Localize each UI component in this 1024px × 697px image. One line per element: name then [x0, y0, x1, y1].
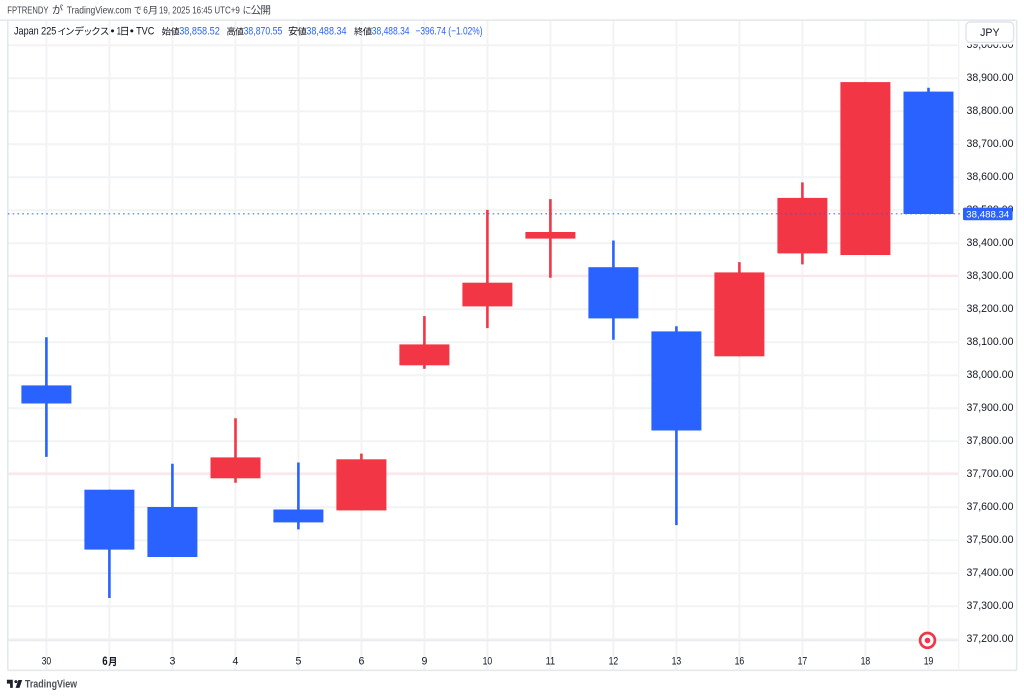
svg-text:37,700.00: 37,700.00 [967, 468, 1014, 480]
svg-text:6: 6 [143, 6, 148, 17]
svg-text:37,200.00: 37,200.00 [967, 633, 1014, 645]
svg-text:37,400.00: 37,400.00 [967, 567, 1014, 579]
svg-text:38,870.55: 38,870.55 [244, 26, 283, 38]
svg-text:19, 2025 16:45 UTC+9: 19, 2025 16:45 UTC+9 [159, 6, 240, 17]
svg-text:37,500.00: 37,500.00 [967, 534, 1014, 546]
svg-text:38,488.34: 38,488.34 [306, 26, 346, 38]
svg-text:TradingView.com: TradingView.com [67, 6, 132, 17]
svg-text:38,488.34: 38,488.34 [966, 210, 1010, 221]
svg-text:38,700.00: 38,700.00 [967, 138, 1014, 150]
svg-text:13: 13 [672, 656, 682, 668]
svg-text:9: 9 [421, 656, 427, 668]
svg-text:37,800.00: 37,800.00 [967, 435, 1014, 447]
svg-text:Japan 225: Japan 225 [14, 26, 56, 38]
svg-text:19: 19 [924, 656, 934, 668]
svg-text:38,200.00: 38,200.00 [967, 303, 1014, 315]
svg-text:−396.74 (−1.02%): −396.74 (−1.02%) [416, 26, 483, 38]
svg-text:39,000.00: 39,000.00 [967, 39, 1014, 51]
svg-text:38,000.00: 38,000.00 [967, 369, 1014, 381]
svg-text:38,600.00: 38,600.00 [967, 171, 1014, 183]
svg-text:38,100.00: 38,100.00 [967, 336, 1014, 348]
svg-text:FPTRENDY: FPTRENDY [7, 6, 48, 17]
svg-text:17: 17 [798, 656, 808, 668]
svg-text:37,600.00: 37,600.00 [967, 501, 1014, 513]
svg-text:TradingView: TradingView [25, 679, 77, 691]
svg-text:4: 4 [233, 656, 239, 668]
svg-text:TVC: TVC [136, 26, 154, 38]
svg-text:JPY: JPY [980, 27, 999, 39]
svg-text:38,800.00: 38,800.00 [967, 105, 1014, 117]
svg-text:10: 10 [483, 656, 493, 668]
svg-text:30: 30 [42, 656, 52, 668]
svg-text:38,488.34: 38,488.34 [372, 26, 410, 38]
svg-text:1: 1 [117, 26, 121, 38]
svg-text:37,300.00: 37,300.00 [967, 600, 1014, 612]
svg-text:3: 3 [169, 656, 175, 668]
svg-text:6: 6 [102, 654, 108, 668]
svg-text:37,900.00: 37,900.00 [967, 402, 1014, 414]
svg-text:38,900.00: 38,900.00 [967, 72, 1014, 84]
svg-text:38,858.52: 38,858.52 [179, 26, 220, 38]
svg-text:5: 5 [295, 656, 301, 668]
svg-text:38,400.00: 38,400.00 [967, 237, 1014, 249]
svg-text:11: 11 [546, 656, 556, 668]
svg-text:16: 16 [735, 656, 745, 668]
svg-text:6: 6 [358, 656, 364, 668]
svg-text:18: 18 [861, 656, 871, 668]
svg-text:38,300.00: 38,300.00 [967, 270, 1014, 282]
svg-text:12: 12 [609, 656, 619, 668]
